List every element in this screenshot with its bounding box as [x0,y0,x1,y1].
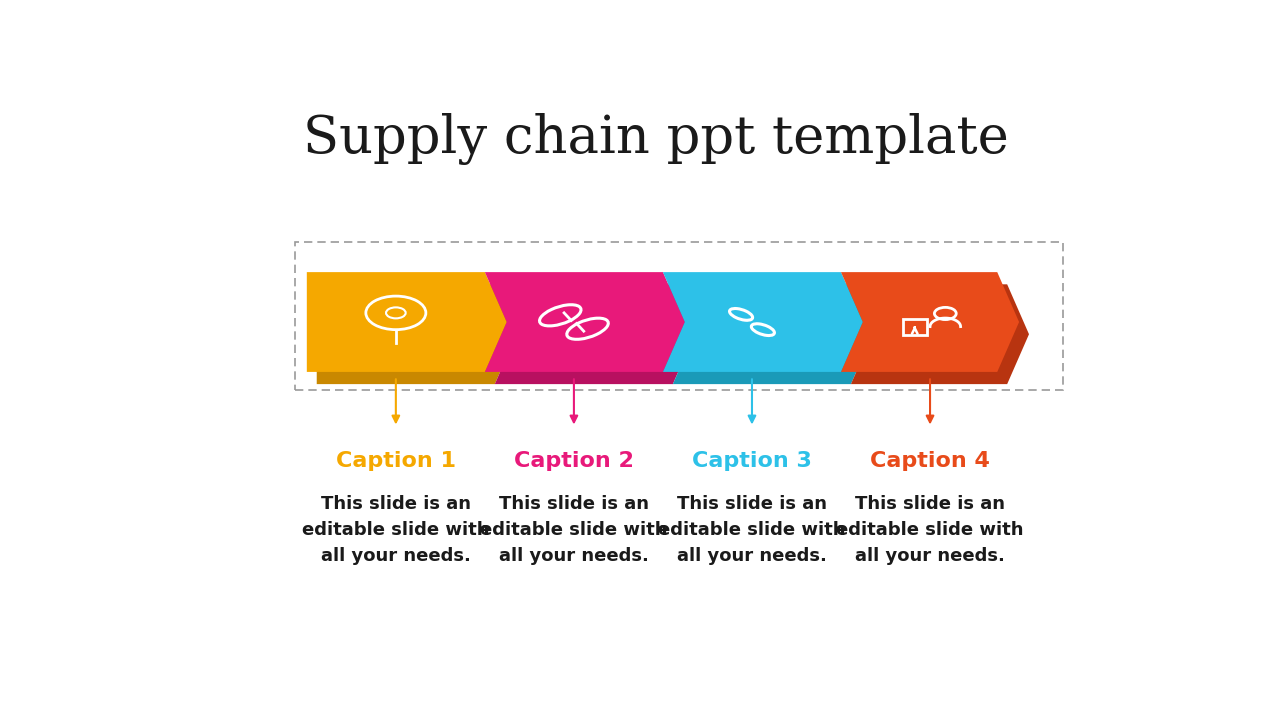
Polygon shape [495,284,695,384]
Text: This slide is an
editable slide with
all your needs.: This slide is an editable slide with all… [836,495,1024,565]
Polygon shape [307,272,507,372]
Bar [902,319,927,335]
Polygon shape [841,272,1019,372]
Text: This slide is an
editable slide with
all your needs.: This slide is an editable slide with all… [658,495,846,565]
Polygon shape [316,284,517,384]
Text: Caption 3: Caption 3 [692,451,812,471]
Polygon shape [851,284,1029,384]
Text: This slide is an
editable slide with
all your needs.: This slide is an editable slide with all… [302,495,489,565]
Bar [294,242,1062,390]
Text: Caption 4: Caption 4 [870,451,989,471]
Text: Caption 1: Caption 1 [335,451,456,471]
Polygon shape [663,272,863,372]
Polygon shape [673,284,873,384]
Text: Caption 2: Caption 2 [515,451,634,471]
Text: This slide is an
editable slide with
all your needs.: This slide is an editable slide with all… [480,495,668,565]
Text: Supply chain ppt template: Supply chain ppt template [303,113,1009,165]
Polygon shape [485,272,685,372]
